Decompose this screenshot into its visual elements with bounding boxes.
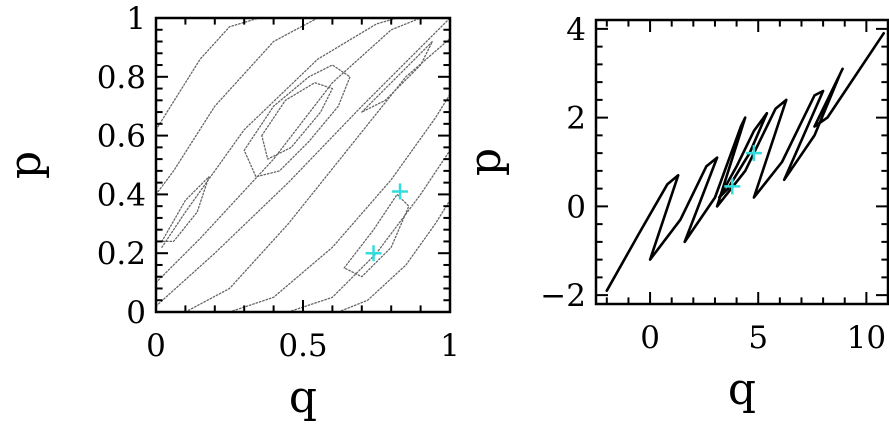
series-line-9 bbox=[243, 64, 351, 178]
marker-1 bbox=[365, 245, 382, 262]
x-tick-label: 0 bbox=[146, 328, 166, 364]
series-group bbox=[605, 31, 886, 293]
series-line-1 bbox=[717, 111, 769, 199]
series-line-6 bbox=[228, 93, 450, 312]
series-group bbox=[156, 18, 450, 312]
x-tick-label: 0 bbox=[640, 320, 660, 356]
y-axis-label: p bbox=[0, 151, 51, 179]
series-line-13 bbox=[361, 40, 434, 113]
series-line-11 bbox=[343, 193, 410, 278]
series-line-10 bbox=[261, 82, 334, 160]
y-tick-label: 4 bbox=[566, 12, 586, 48]
y-tick-label: −2 bbox=[540, 278, 586, 314]
series-line-1 bbox=[156, 18, 422, 284]
y-axis-label: p bbox=[460, 148, 511, 176]
series-line-3 bbox=[156, 18, 348, 196]
right-panel: 0 5 10 −2 0 2 4 q p bbox=[460, 12, 889, 415]
series-line-12 bbox=[161, 176, 210, 243]
y-tick-label: 1 bbox=[126, 1, 146, 37]
y-tick-label: 0.8 bbox=[97, 60, 146, 96]
series-line-8 bbox=[337, 199, 450, 312]
marker-0 bbox=[392, 183, 409, 200]
y-tick-label: 0.4 bbox=[97, 177, 146, 213]
y-tick-label: 0.2 bbox=[97, 236, 146, 272]
series-line-7 bbox=[287, 149, 450, 312]
marker-0 bbox=[745, 145, 762, 162]
x-tick-label: 1 bbox=[440, 328, 460, 364]
series-line-4 bbox=[156, 18, 281, 131]
x-tick-label: 5 bbox=[748, 320, 768, 356]
y-tick-label: 2 bbox=[566, 101, 586, 137]
series-line-0 bbox=[156, 18, 450, 307]
series-line-0 bbox=[605, 31, 886, 293]
x-tick-label: 0.5 bbox=[278, 328, 327, 364]
y-tick-label: 0 bbox=[126, 295, 146, 331]
series-line-5 bbox=[184, 37, 450, 312]
left-panel: 0 0.5 1 0 0.2 0.4 0.6 0.8 1 q p bbox=[0, 1, 460, 423]
x-axis-label: q bbox=[289, 372, 317, 423]
series-line-2 bbox=[161, 18, 398, 248]
x-tick-label: 10 bbox=[847, 320, 886, 356]
plot-frame bbox=[594, 18, 889, 306]
y-tick-label: 0 bbox=[566, 189, 586, 225]
marker-1 bbox=[724, 178, 741, 195]
y-tick-label: 0.6 bbox=[97, 119, 146, 155]
x-axis-label: q bbox=[728, 364, 756, 415]
